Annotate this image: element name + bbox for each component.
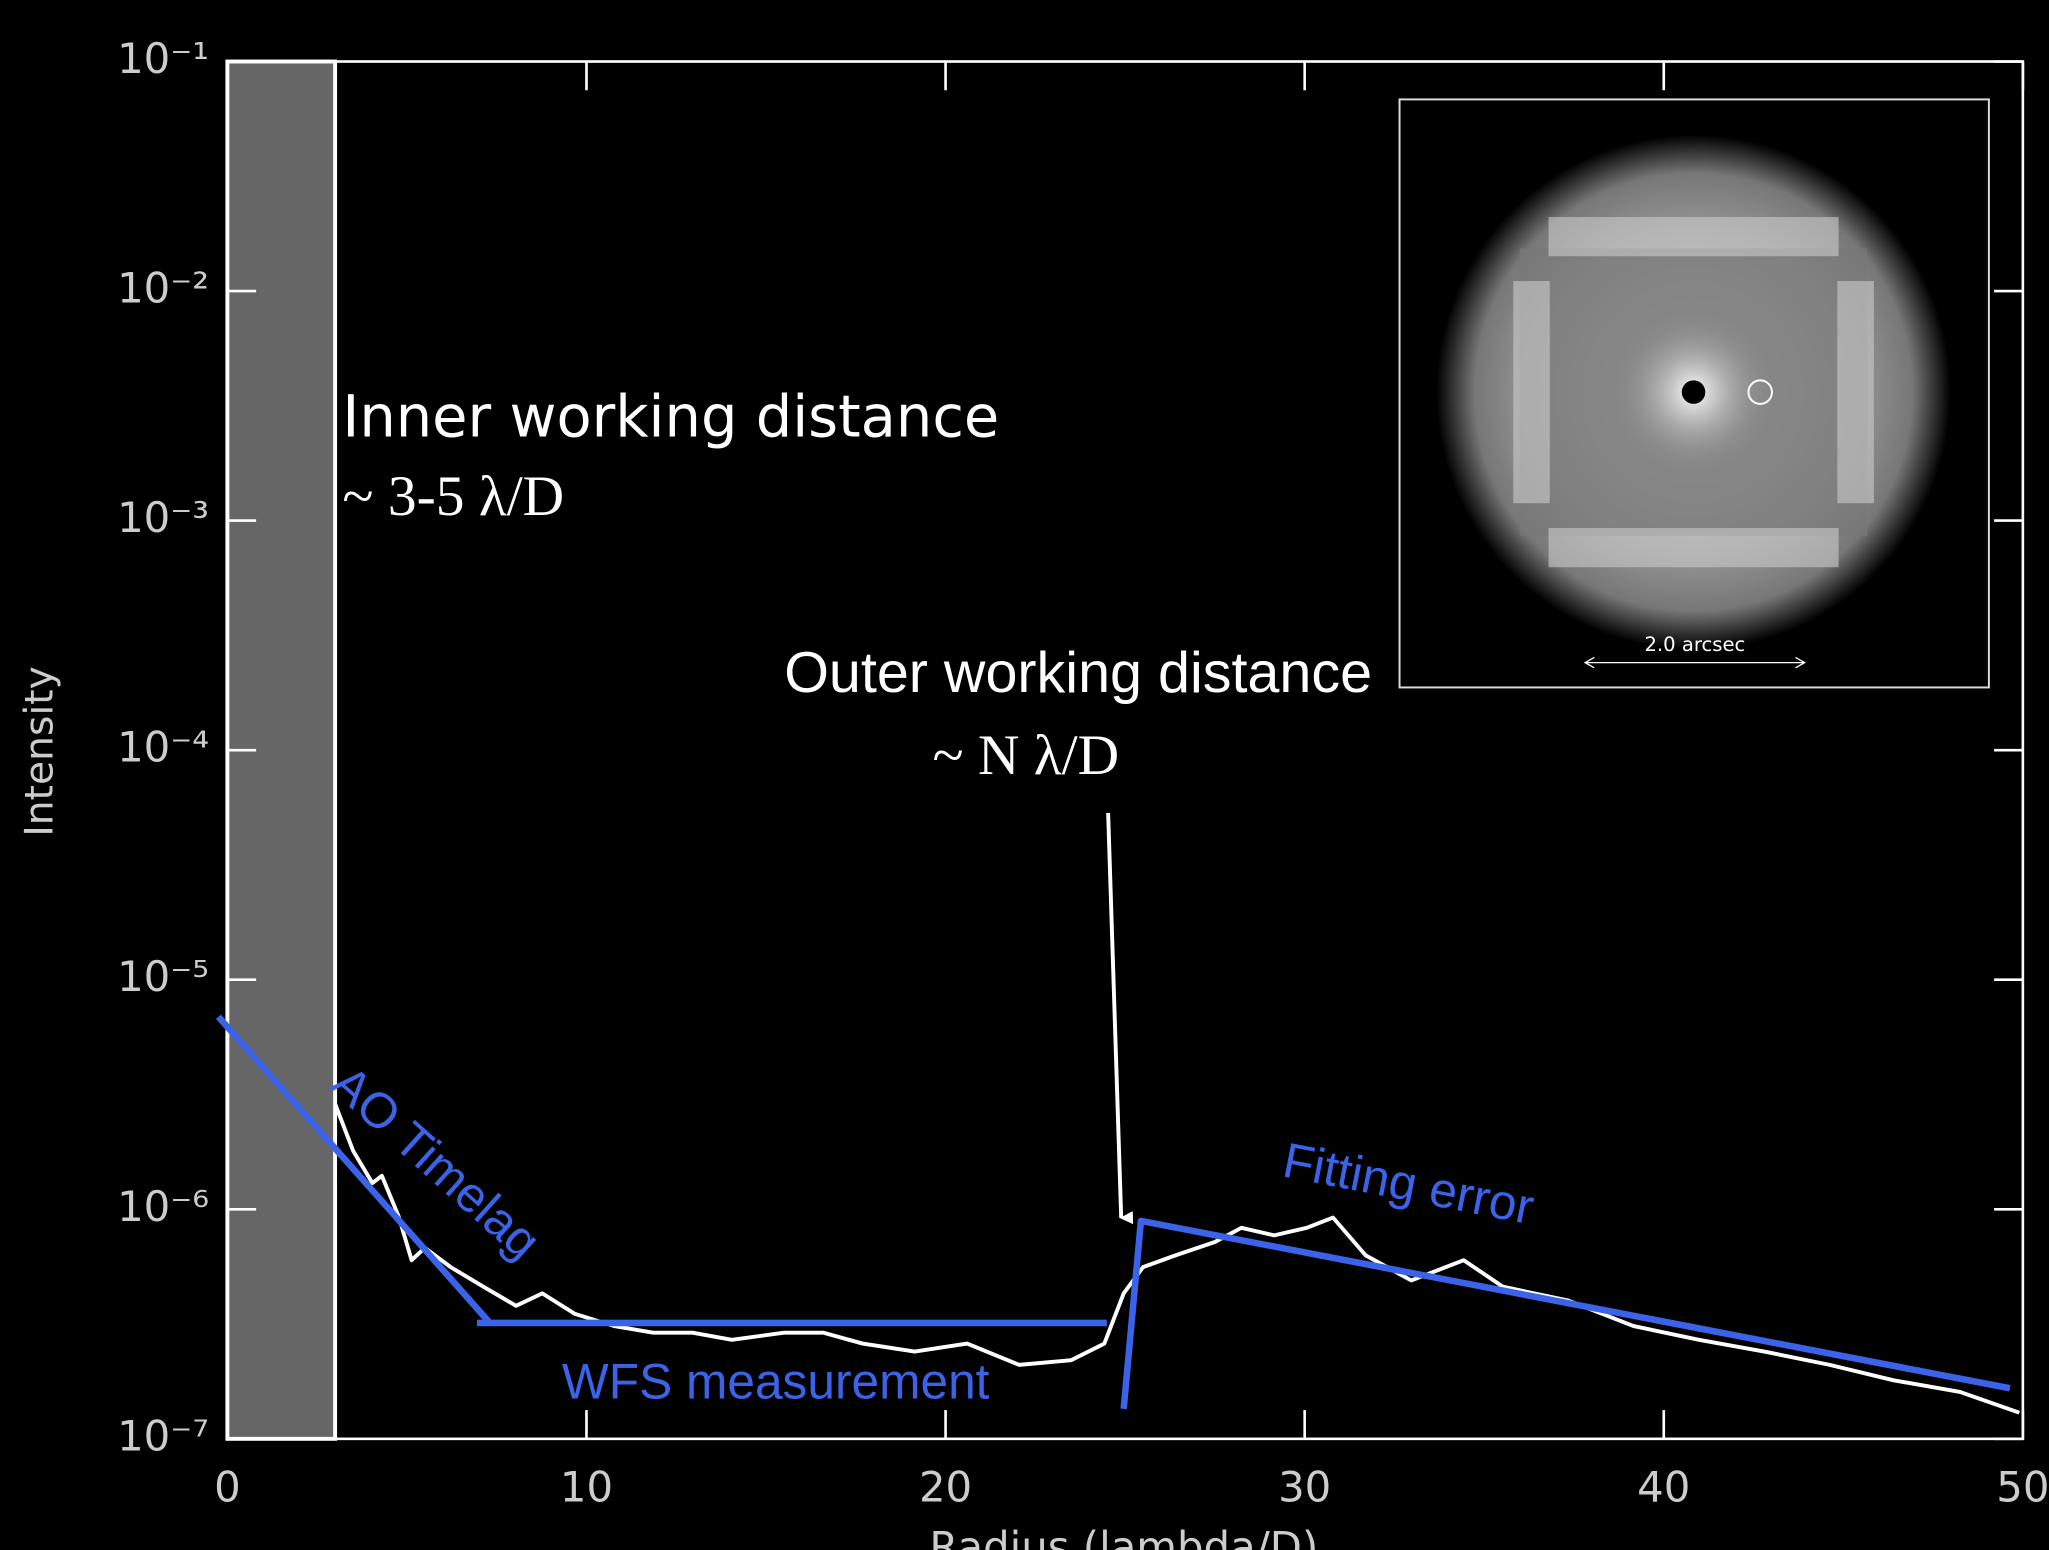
inset-companion [1747,379,1773,405]
x-tick-label: 0 [214,1462,241,1511]
y-tick-label: 10⁻⁶ [117,1182,209,1231]
annotation: Inner working distance [342,383,999,450]
x-axis-title: Radius (lambda/D) [929,1522,1318,1550]
inset-dot [1681,380,1706,404]
inset-band [1548,217,1839,257]
x-tick-label: 40 [1637,1462,1690,1511]
y-tick-label: 10⁻¹ [117,34,209,83]
y-tick-label: 10⁻² [117,264,209,313]
annotation: Outer working distance [784,641,1372,705]
annotation: ~ 3-5 λ/D [342,465,564,528]
series-label: WFS measurement [562,1353,990,1409]
inset-band [1548,528,1839,568]
y-tick-label: 10⁻⁷ [117,1411,209,1460]
y-tick-label: 10⁻⁴ [117,723,209,772]
inset-band [1837,281,1874,504]
annotation-arrow [1106,812,1134,1225]
y-tick-label: 10⁻³ [117,493,209,542]
inset-scale-label: 2.0 arcsec [1644,633,1745,656]
inset-band [1513,281,1550,504]
annotation: ~ N λ/D [932,724,1119,787]
x-tick-label: 50 [1996,1462,2049,1511]
x-tick-label: 20 [919,1462,972,1511]
model-line [1120,1217,2011,1410]
y-tick-label: 10⁻⁵ [117,952,209,1001]
x-tick-label: 30 [1278,1462,1331,1511]
inset-scale-arrows [1583,656,1806,669]
y-axis-title: Intensity [17,666,62,837]
x-tick-label: 10 [560,1462,613,1511]
model-line [215,1014,493,1326]
inset: 2.0 arcsec [1398,98,1990,689]
